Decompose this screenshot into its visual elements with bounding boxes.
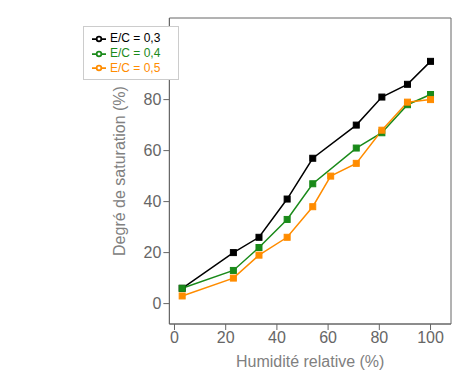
svg-text:20: 20 [144, 244, 162, 261]
svg-text:0: 0 [152, 295, 161, 312]
svg-text:20: 20 [217, 329, 235, 346]
svg-text:0: 0 [170, 329, 179, 346]
svg-text:80: 80 [144, 91, 162, 108]
svg-text:60: 60 [319, 329, 337, 346]
svg-text:60: 60 [144, 142, 162, 159]
svg-text:100: 100 [417, 329, 444, 346]
svg-text:Degré de saturation (%): Degré de saturation (%) [111, 86, 128, 256]
svg-text:40: 40 [144, 193, 162, 210]
svg-text:100: 100 [135, 40, 162, 57]
svg-text:Humidité relative (%): Humidité relative (%) [236, 353, 384, 370]
svg-text:80: 80 [370, 329, 388, 346]
svg-text:40: 40 [268, 329, 286, 346]
